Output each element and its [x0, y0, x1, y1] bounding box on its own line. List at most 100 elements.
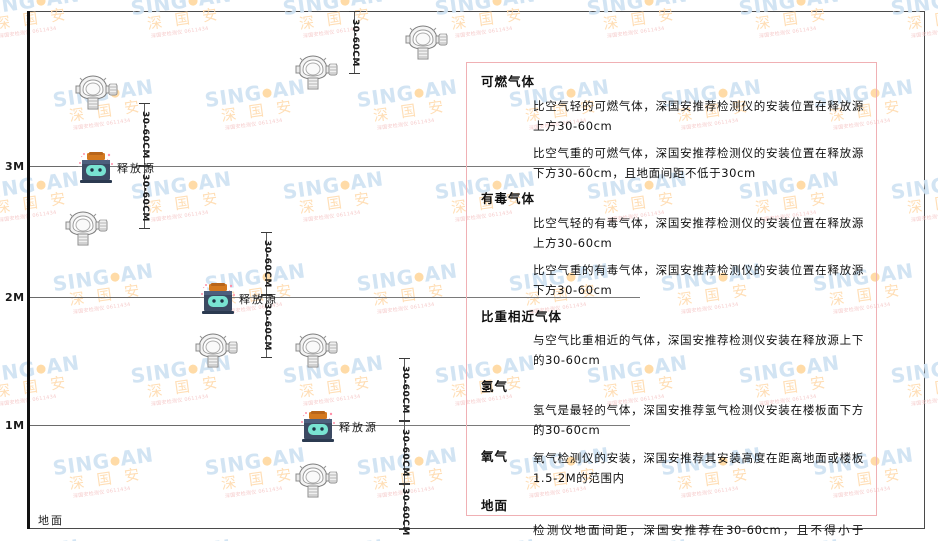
axis-label: 2M [5, 291, 25, 304]
dimension-tick [261, 294, 272, 295]
gas-detector-icon [295, 333, 338, 368]
panel-section-text: 与空气比重相近的气体，深国安推荐检测仪安装在释放源上下的30-60cm [533, 333, 864, 368]
panel-section: 氢气 [481, 378, 864, 397]
gas-detector-icon [75, 75, 118, 110]
panel-section-heading: 地面 [481, 497, 509, 513]
gas-detector [192, 330, 238, 374]
dimension-line [354, 11, 355, 73]
watermark-sub: 深国安检测仪 0611434 [0, 478, 22, 499]
watermark-dot [35, 0, 47, 7]
dimension-tick [399, 421, 410, 422]
dimension-tick [399, 529, 410, 530]
dimension-tick [261, 295, 272, 296]
watermark-chinese: 深 国 安 [0, 462, 21, 493]
dimension-tick [139, 228, 150, 229]
dimension-label: 30-60CM [262, 240, 272, 288]
watermark-sub: 深国安检测仪 0611434 [0, 110, 22, 131]
gas-detector [72, 72, 118, 116]
panel-section-text: 氢气是最轻的气体，深国安推荐氢气检测仪安装在楼板面下方的30-60cm [533, 403, 864, 438]
source-lead-line [30, 297, 200, 298]
dimension-line [266, 295, 267, 357]
axis-label: 3M [5, 160, 25, 173]
panel-section-heading: 氧气 [481, 448, 509, 464]
watermark-dot [643, 0, 655, 7]
ground-label: 地面 [38, 514, 64, 527]
gas-detector-icon [405, 25, 448, 60]
dimension-tick [399, 484, 410, 485]
dimension-label: 30-60CM [350, 19, 360, 67]
gas-detector [292, 330, 338, 374]
source-lead-line [30, 425, 300, 426]
dimension-label: 30-60CM [140, 111, 150, 159]
dimension-tick [399, 358, 410, 359]
watermark-chinese: 深 国 安 [0, 94, 21, 125]
gas-detector [402, 22, 448, 66]
panel-section: 有毒气体 [481, 190, 864, 209]
dimension-line [144, 103, 145, 165]
release-source [300, 411, 336, 447]
dimension-tick [349, 73, 360, 74]
dimension-label: 30-60CM [140, 174, 150, 222]
dimension-label: 30-60CM [400, 488, 410, 536]
panel-section-text: 比空气轻的有毒气体，深国安推荐检测仪的安装位置在释放源上方30-60cm [533, 216, 864, 251]
release-source-label: 释放源 [239, 293, 278, 306]
panel-section-text: 比空气重的有毒气体，深国安推荐检测仪的安装位置在释放源下方30-60cm [533, 263, 864, 298]
panel-section: 氧气 氧气检测仪的安装，深国安推荐其安装高度在距离地面或楼板1.5-2M的范围内 [481, 448, 864, 495]
release-source-icon [79, 152, 113, 183]
dimension-line [404, 421, 405, 483]
panel-section: 地面 [481, 497, 864, 516]
diagram-frame [29, 11, 925, 529]
dimension-label: 30-60CM [400, 429, 410, 477]
source-lead-line [30, 166, 78, 167]
level-line [30, 297, 640, 298]
dimension-line [404, 484, 405, 529]
gas-detector-icon [65, 211, 108, 246]
watermark-dot [795, 0, 807, 7]
panel-section-text: 氧气检测仪的安装，深国安推荐其安装高度在距离地面或楼板1.5-2M的范围内 [533, 450, 864, 485]
gas-detector [62, 208, 108, 252]
watermark-dot [187, 0, 199, 7]
release-source [200, 283, 236, 319]
panel-section-heading: 有毒气体 [481, 191, 536, 207]
dimension-line [144, 166, 145, 228]
axis-label: 1M [5, 419, 25, 432]
level-line [30, 166, 590, 167]
release-source-label: 释放源 [117, 162, 156, 175]
dimension-tick [261, 357, 272, 358]
watermark-dot [339, 0, 351, 7]
panel-section-heading: 氢气 [481, 378, 509, 394]
panel-section-text: 比空气轻的可燃气体，深国安推荐检测仪的安装位置在释放源上方30-60cm [533, 98, 864, 133]
watermark-dot [491, 0, 503, 7]
panel-section-text: 比空气重的可燃气体，深国安推荐检测仪的安装位置在释放源下方30-60cm，且地面… [533, 146, 864, 181]
gas-detector [292, 52, 338, 96]
dimension-tick [399, 483, 410, 484]
gas-detector-icon [295, 55, 338, 90]
dimension-tick [139, 166, 150, 167]
dimension-tick [139, 103, 150, 104]
gas-detector-icon [195, 333, 238, 368]
dimension-label: 30-60CM [262, 303, 272, 351]
gas-detector-icon [295, 463, 338, 498]
panel-section: 可燃气体 [481, 73, 864, 92]
release-source-icon [201, 283, 235, 314]
info-panel: 可燃气体比空气轻的可燃气体，深国安推荐检测仪的安装位置在释放源上方30-60cm… [466, 62, 877, 537]
release-source-icon [301, 411, 335, 442]
dimension-line [404, 358, 405, 420]
dimension-tick [261, 232, 272, 233]
dimension-tick [399, 420, 410, 421]
dimension-tick [349, 11, 360, 12]
